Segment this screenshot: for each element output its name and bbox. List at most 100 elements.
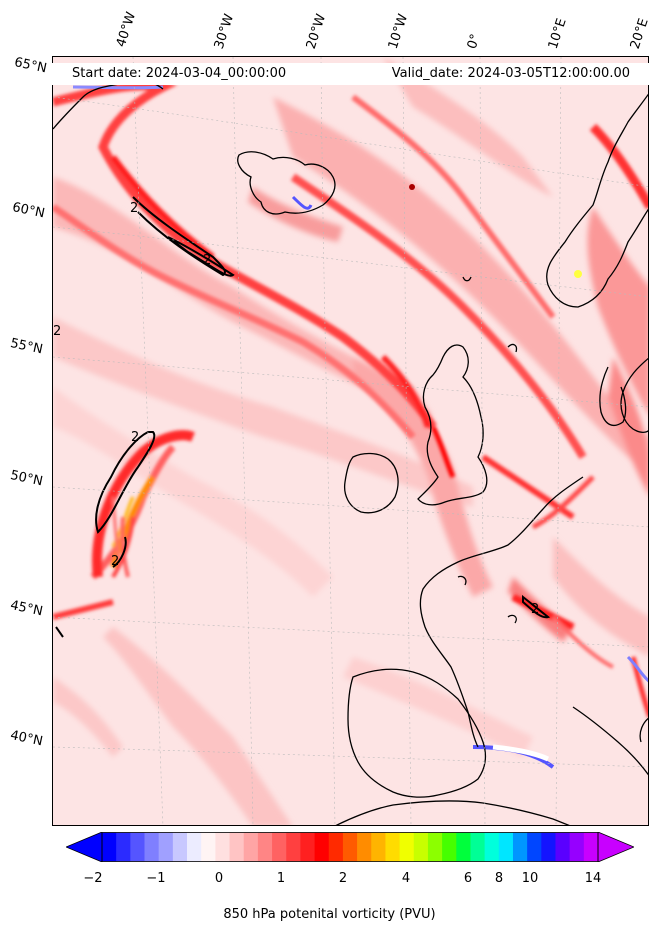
contour-label: 2 xyxy=(53,324,61,339)
colorbar-tick: 6 xyxy=(463,871,473,886)
contour-label: 2 xyxy=(131,430,139,445)
colorbar-segment xyxy=(314,832,330,862)
contour-label: 2 xyxy=(111,554,119,569)
colorbar-segment xyxy=(102,832,117,862)
coast-italy xyxy=(572,706,648,776)
contour-label: 2 xyxy=(130,201,138,216)
colorbar-segment xyxy=(413,832,429,862)
start-date: Start date: 2024-03-04_00:00:00 xyxy=(72,66,287,81)
colorbar-segment xyxy=(371,832,386,862)
colorbar-tick: −1 xyxy=(146,871,166,886)
colorbar-segment xyxy=(229,832,245,862)
coast-iberia xyxy=(347,668,487,798)
colorbar-segment xyxy=(144,832,160,862)
lon-label-30w: 30°W xyxy=(211,12,238,51)
lat-label-60n: 60°N xyxy=(10,200,47,222)
contour-label-group: 2 2 2 2 2 2 xyxy=(53,201,539,617)
colorbar-tick: 0 xyxy=(214,871,224,886)
colorbar-segment xyxy=(357,832,372,862)
colorbar-segment xyxy=(272,832,287,862)
contour-west-edge xyxy=(55,626,64,638)
lon-label-0: 0° xyxy=(464,32,484,51)
colorbar-segment xyxy=(385,832,400,862)
colorbar-segment xyxy=(569,832,585,862)
colorbar-tick: 8 xyxy=(494,871,504,886)
pv-map: 2 2 2 2 2 2 xyxy=(52,56,649,826)
colorbar-segments xyxy=(102,832,599,862)
colorbar-tick: 10 xyxy=(521,871,539,886)
coast-small-island xyxy=(507,614,517,624)
colorbar-tick: 2 xyxy=(338,871,348,886)
colorbar-tick: 4 xyxy=(401,871,411,886)
colorbar-segment xyxy=(555,832,571,862)
colorbar-segment xyxy=(583,832,599,862)
colorbar-segment xyxy=(442,832,457,862)
contour-small xyxy=(112,536,127,568)
lon-label-10w: 10°W xyxy=(385,12,412,51)
lat-label-45n: 45°N xyxy=(8,598,45,620)
coast-corsica xyxy=(639,717,648,743)
colorbar-segment xyxy=(172,832,188,862)
colorbar-segment xyxy=(187,832,202,862)
colorbar-segment xyxy=(527,832,542,862)
colorbar-segment xyxy=(257,832,273,862)
coastlines xyxy=(53,80,648,825)
lon-label-20e: 20°E xyxy=(627,16,652,51)
coast-france xyxy=(419,476,584,748)
colorbar-segment xyxy=(399,832,415,862)
lon-label-20w: 20°W xyxy=(303,12,330,51)
colorbar-segment xyxy=(286,832,301,862)
colorbar-tick: −2 xyxy=(83,871,103,886)
colorbar-segment xyxy=(300,832,315,862)
colorbar-frame xyxy=(101,832,599,862)
colorbar-label: 850 hPa potenital vorticity (PVU) xyxy=(223,907,436,922)
header-bar: Start date: 2024-03-04_00:00:00 Valid_da… xyxy=(52,63,649,85)
colorbar-segment xyxy=(498,832,514,862)
coast-channel-island xyxy=(457,575,467,586)
colorbar-segment xyxy=(243,832,259,862)
colorbar-segment xyxy=(116,832,131,862)
colorbar-min-arrow xyxy=(66,832,103,862)
contour-east xyxy=(522,594,551,619)
colorbar-max-arrow xyxy=(597,832,634,862)
pv-patches xyxy=(53,57,648,825)
coast-sweden-south xyxy=(620,357,648,433)
coast-iceland xyxy=(237,151,336,215)
colorbar-segment xyxy=(512,832,528,862)
lon-label-40w: 40°W xyxy=(113,10,140,49)
coast-ireland xyxy=(343,452,399,514)
colorbar-segment xyxy=(328,832,344,862)
colorbar xyxy=(66,832,634,862)
colorbar-segment xyxy=(215,832,230,862)
colorbar-segment xyxy=(342,832,358,862)
colorbar-segment xyxy=(484,832,500,862)
coast-norway xyxy=(546,93,648,308)
contour-north-atlantic-inner xyxy=(167,236,235,277)
coast-great-britain xyxy=(417,344,488,506)
lat-label-65n: 65°N xyxy=(12,55,49,77)
colorbar-segment xyxy=(456,832,471,862)
colorbar-segment xyxy=(470,832,486,862)
lon-label-10e: 10°E xyxy=(545,16,570,51)
graticule xyxy=(53,57,648,825)
contour-iberian-swirl xyxy=(95,431,156,534)
lat-label-40n: 40°N xyxy=(8,728,45,750)
colorbar-segment xyxy=(158,832,174,862)
colorbar-tick: 1 xyxy=(276,871,286,886)
valid-date: Valid_date: 2024-03-05T12:00:00.00 xyxy=(391,66,630,81)
colorbar-segment xyxy=(130,832,145,862)
coast-north-africa xyxy=(335,800,570,825)
coast-shetland xyxy=(507,343,518,353)
pv-field-svg: 2 2 2 2 2 2 xyxy=(53,57,648,825)
lat-label-55n: 55°N xyxy=(8,336,45,358)
lat-label-50n: 50°N xyxy=(8,468,45,490)
contour-label: 2 xyxy=(531,602,539,617)
pv-minor-features xyxy=(72,85,648,769)
colorbar-segment xyxy=(427,832,443,862)
contour-label: 2 xyxy=(203,253,211,268)
coast-denmark xyxy=(599,366,627,426)
colorbar-segment xyxy=(541,832,556,862)
colorbar-tick: 14 xyxy=(584,871,602,886)
pv-contours xyxy=(55,196,551,638)
colorbar-segment xyxy=(201,832,216,862)
